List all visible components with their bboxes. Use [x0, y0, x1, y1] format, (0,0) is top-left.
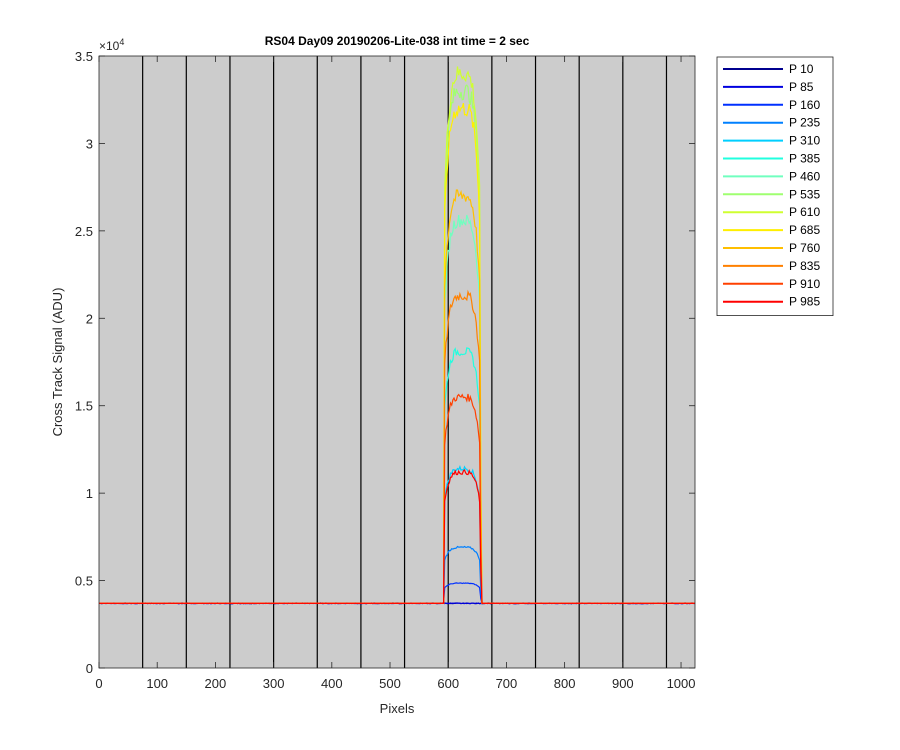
x-tick-label: 1000	[667, 676, 696, 691]
legend: P 10 P 85 P 160 P 235 P 310 P 385 P 460 P 535 P …	[716, 56, 834, 317]
legend-label: P 760	[789, 241, 820, 255]
legend-label: P 385	[789, 152, 820, 166]
x-tick-label: 200	[205, 676, 227, 691]
x-tick-label: 900	[612, 676, 634, 691]
y-tick-label: 0.5	[75, 574, 93, 589]
plot-frame	[98, 55, 696, 669]
legend-label: P 985	[789, 295, 820, 309]
legend-box	[716, 56, 834, 317]
x-axis: 0 100 200 300 400 500 600 700 800 900 1000	[95, 56, 695, 691]
x-tick-label: 500	[379, 676, 401, 691]
legend-label: P 535	[789, 187, 820, 201]
legend-label: P 910	[789, 277, 820, 291]
series-line	[99, 469, 695, 604]
legend-label: P 685	[789, 223, 820, 237]
legend-label: P 310	[789, 134, 820, 148]
y-exponent-label: ×104	[99, 37, 124, 53]
x-tick-label: 600	[437, 676, 459, 691]
plot-area	[99, 56, 695, 668]
legend-label: P 160	[789, 98, 820, 112]
x-tick-label: 800	[554, 676, 576, 691]
x-axis-label: Pixels	[380, 701, 415, 716]
x-tick-label: 300	[263, 676, 285, 691]
x-tick-label: 700	[496, 676, 518, 691]
y-axis-label: Cross Track Signal (ADU)	[50, 288, 65, 437]
y-tick-label: 2	[86, 311, 93, 326]
legend-label: P 10	[789, 62, 814, 76]
vertical-lines	[142, 56, 668, 668]
y-axis: 0 0.5 1 1.5 2 2.5 3 3.5	[75, 49, 695, 676]
y-tick-label: 0	[86, 661, 93, 676]
series-lines	[98, 66, 696, 605]
x-tick-label: 100	[146, 676, 168, 691]
y-tick-label: 3	[86, 136, 93, 151]
chart-title: RS04 Day09 20190206-Lite-038 int time = …	[265, 34, 530, 48]
y-tick-label: 1.5	[75, 399, 93, 414]
legend-label: P 235	[789, 116, 820, 130]
y-tick-label: 1	[86, 486, 93, 501]
x-tick-label: 0	[95, 676, 102, 691]
x-tick-label: 400	[321, 676, 343, 691]
y-tick-label: 3.5	[75, 49, 93, 64]
legend-label: P 835	[789, 259, 820, 273]
legend-label: P 85	[789, 80, 814, 94]
legend-label: P 460	[789, 169, 820, 183]
y-tick-label: 2.5	[75, 224, 93, 239]
legend-label: P 610	[789, 205, 820, 219]
